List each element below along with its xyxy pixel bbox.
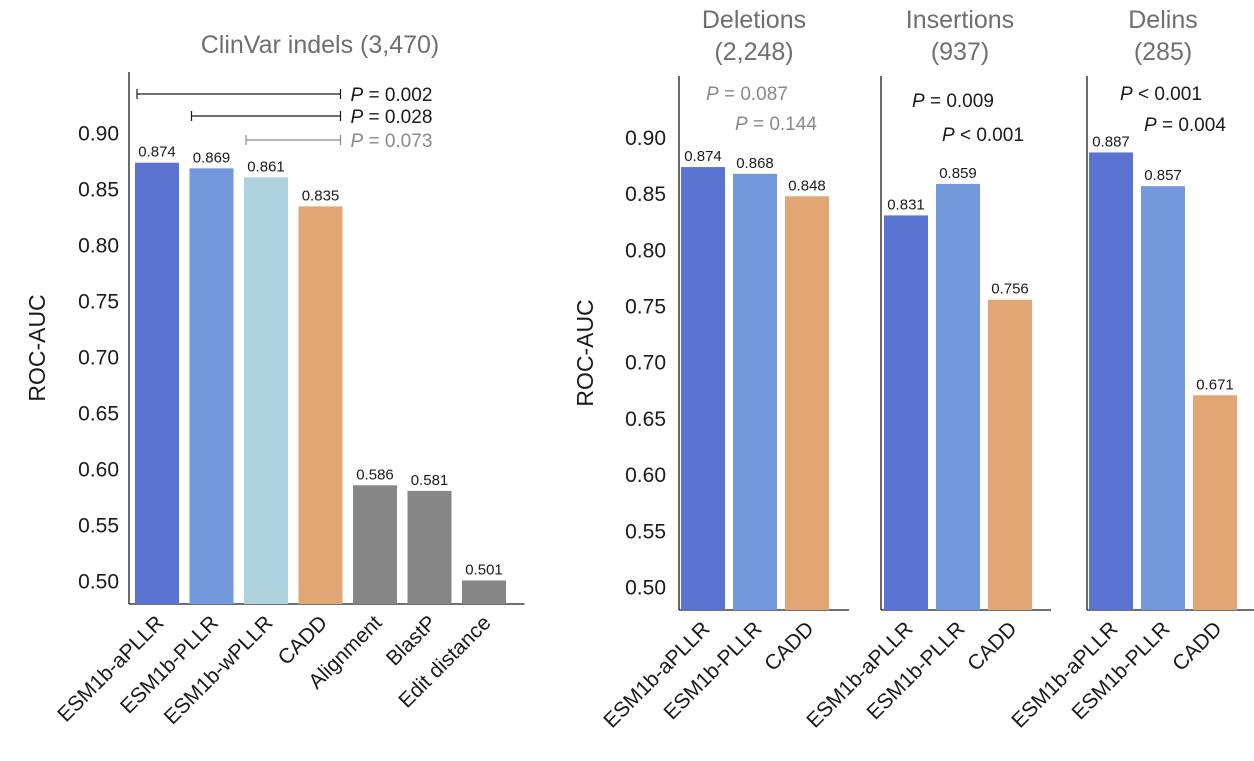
bar-cadd bbox=[298, 206, 343, 604]
y-tick-label: 0.75 bbox=[625, 295, 666, 318]
p-value-label: P < 0.001 bbox=[942, 125, 1024, 146]
bar-cadd bbox=[1193, 395, 1237, 610]
bar-esm1b-pllr bbox=[733, 173, 777, 610]
y-tick-label: 0.85 bbox=[625, 183, 666, 206]
y-tick-label: 0.55 bbox=[78, 515, 119, 538]
panel-title: Insertions bbox=[906, 6, 1014, 34]
y-tick-label: 0.90 bbox=[78, 123, 119, 146]
p-value-label: P = 0.144 bbox=[735, 114, 817, 135]
panel-title: (937) bbox=[931, 38, 989, 66]
y-tick-label: 0.50 bbox=[625, 577, 666, 600]
bar-esm1b-apllr bbox=[884, 215, 928, 610]
p-value-label: P = 0.087 bbox=[706, 84, 788, 105]
p-value-label: P = 0.028 bbox=[351, 107, 433, 128]
bar-esm1b-apllr bbox=[135, 162, 179, 604]
bar-esm1b-apllr bbox=[681, 167, 725, 611]
value-label-esm1b-pllr: 0.859 bbox=[939, 165, 977, 182]
p-value-label: P = 0.004 bbox=[1144, 115, 1226, 136]
x-tick-label-cadd: CADD bbox=[963, 617, 1021, 675]
y-tick-label: 0.50 bbox=[78, 571, 119, 594]
bar-esm1b-wpllr bbox=[244, 177, 288, 604]
value-label-esm1b-pllr: 0.869 bbox=[193, 149, 231, 166]
panel-title: Deletions bbox=[702, 6, 806, 34]
value-label-cadd: 0.756 bbox=[991, 281, 1029, 298]
value-label-cadd: 0.671 bbox=[1196, 376, 1234, 393]
y-tick-label: 0.60 bbox=[625, 464, 666, 487]
p-value-label: P = 0.073 bbox=[351, 131, 433, 152]
value-label-cadd: 0.835 bbox=[302, 187, 340, 204]
panel-deletions-2-248: Deletions (2,248) 0.90 0.85 0.80 0.75 0.70 0.65… bbox=[572, 6, 849, 733]
bar-esm1b-pllr bbox=[189, 168, 234, 604]
value-label-esm1b-pllr: 0.857 bbox=[1144, 167, 1182, 184]
bar-cadd bbox=[785, 196, 829, 610]
y-axis-label: ROC-AUC bbox=[572, 299, 598, 406]
bar-edit-distance bbox=[462, 580, 506, 604]
bar-esm1b-pllr bbox=[936, 183, 980, 611]
panel-title: (285) bbox=[1134, 38, 1192, 66]
bar-cadd bbox=[988, 299, 1032, 610]
value-label-edit-distance: 0.501 bbox=[465, 561, 503, 578]
panel-insertions-937: Insertions(937)0.831ESM1b-aPLLR0.859ESM1… bbox=[802, 6, 1051, 733]
bar-esm1b-pllr bbox=[1141, 186, 1185, 610]
p-value-label: P = 0.002 bbox=[351, 85, 433, 106]
p-value-label: P < 0.001 bbox=[1120, 84, 1202, 105]
y-axis-label: ROC-AUC bbox=[24, 294, 50, 401]
value-label-esm1b-apllr: 0.874 bbox=[684, 148, 722, 165]
panel-title: ClinVar indels (3,470) bbox=[201, 31, 440, 59]
x-tick-label-cadd: CADD bbox=[1168, 617, 1226, 675]
y-tick-label: 0.75 bbox=[78, 291, 119, 314]
p-value-label: P = 0.009 bbox=[912, 91, 994, 112]
panel-title: (2,248) bbox=[714, 38, 793, 66]
bar-alignment bbox=[353, 485, 397, 604]
bar-esm1b-apllr bbox=[1089, 152, 1133, 610]
x-tick-label-cadd: CADD bbox=[760, 617, 818, 675]
panel-title: Delins bbox=[1128, 6, 1197, 34]
value-label-esm1b-pllr: 0.868 bbox=[736, 155, 774, 172]
y-tick-label: 0.90 bbox=[625, 127, 666, 150]
y-tick-label: 0.80 bbox=[78, 235, 119, 258]
bar-blastp bbox=[407, 490, 452, 604]
y-tick-label: 0.65 bbox=[78, 403, 119, 426]
value-label-alignment: 0.586 bbox=[356, 466, 394, 483]
y-tick-label: 0.70 bbox=[625, 352, 666, 375]
y-tick-label: 0.55 bbox=[625, 520, 666, 543]
value-label-esm1b-wpllr: 0.861 bbox=[247, 158, 285, 175]
y-tick-label: 0.85 bbox=[78, 179, 119, 202]
value-label-cadd: 0.848 bbox=[788, 177, 826, 194]
panel-clinvar-indels-3-470: ClinVar indels (3,470) 0.90 0.85 0.80 0.75 0.… bbox=[24, 31, 525, 729]
value-label-blastp: 0.581 bbox=[411, 472, 449, 489]
y-tick-label: 0.70 bbox=[78, 347, 119, 370]
value-label-esm1b-apllr: 0.831 bbox=[887, 196, 925, 213]
y-tick-label: 0.80 bbox=[625, 239, 666, 262]
value-label-esm1b-apllr: 0.887 bbox=[1092, 133, 1130, 150]
value-label-esm1b-apllr: 0.874 bbox=[138, 144, 176, 161]
y-tick-label: 0.65 bbox=[625, 408, 666, 431]
y-tick-label: 0.60 bbox=[78, 459, 119, 482]
panel-delins-285: Delins(285)0.887ESM1b-aPLLR0.857ESM1b-PL… bbox=[1007, 6, 1254, 733]
